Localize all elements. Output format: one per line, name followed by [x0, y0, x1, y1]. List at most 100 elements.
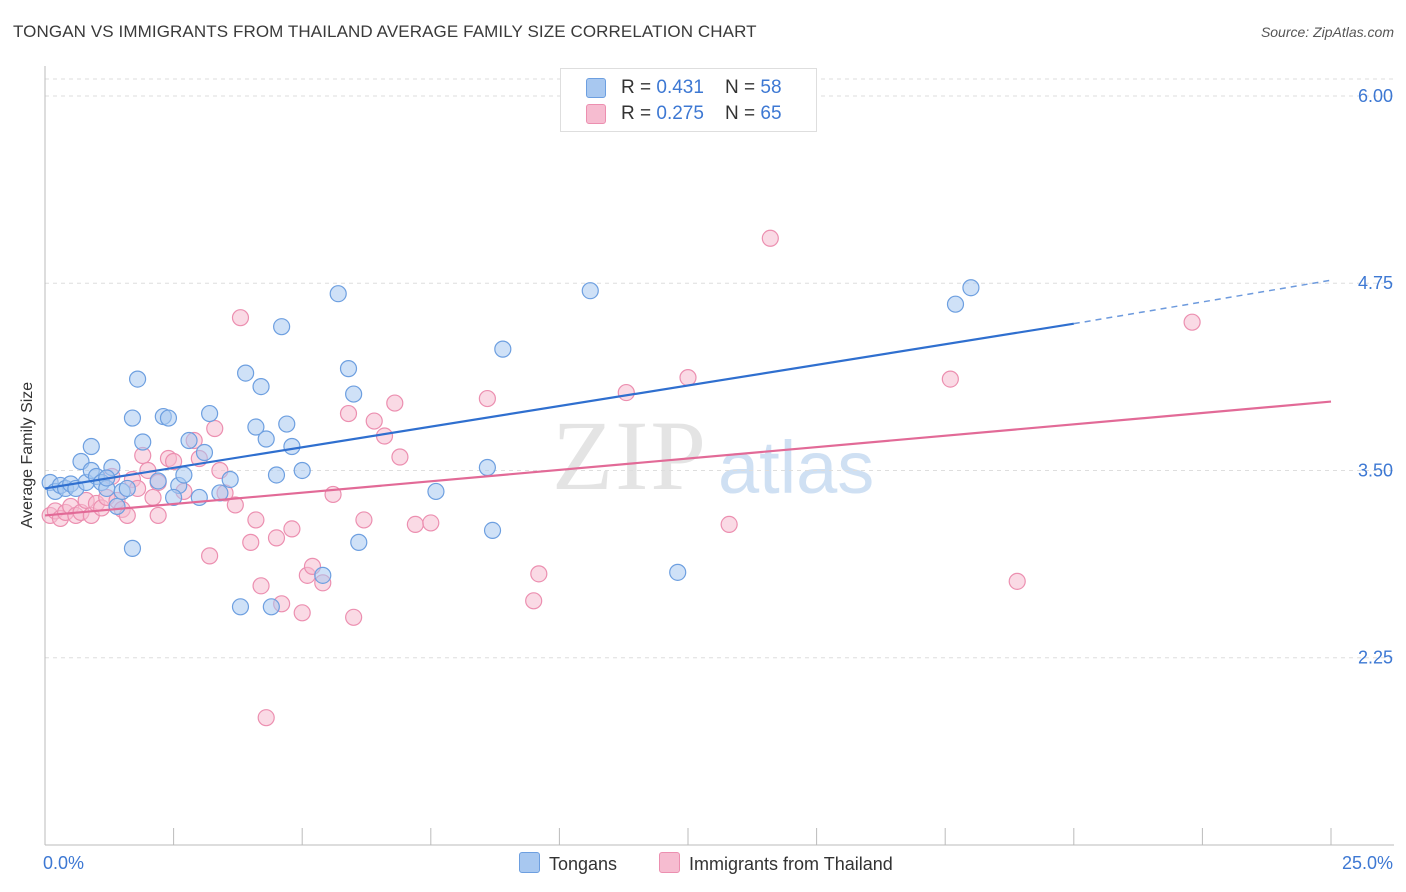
tongans-point — [231, 598, 250, 616]
tongans-trendline — [44, 322, 1074, 490]
y-tick-label: 2.25 — [1358, 648, 1393, 668]
y-tick-label: 3.50 — [1358, 460, 1393, 480]
thailand-trendline — [44, 400, 1332, 517]
tongans-point — [123, 409, 142, 427]
legend-r-label: R = — [621, 77, 657, 98]
tongans-point — [329, 285, 347, 303]
tongans-point — [339, 360, 358, 378]
legend-n-label: N = — [725, 77, 761, 98]
thailand-point — [144, 488, 162, 507]
tongans-point — [581, 282, 599, 300]
thailand-point — [345, 608, 363, 626]
tongans-point — [494, 340, 512, 358]
tongans-point — [159, 409, 178, 427]
x-tick-label: 0.0% — [43, 853, 84, 873]
thailand-point — [1183, 313, 1201, 331]
legend-r-value: 0.431 — [656, 77, 704, 98]
thailand-point — [679, 369, 697, 387]
thailand-point — [391, 448, 409, 466]
thailand-point — [206, 419, 224, 438]
tongans-point — [118, 479, 136, 498]
tongans-point — [345, 385, 363, 403]
legend-swatch-tongans — [586, 78, 606, 98]
legend-n-value: 58 — [760, 77, 782, 98]
tongans-point — [128, 370, 147, 388]
chart-title: TONGAN VS IMMIGRANTS FROM THAILAND AVERA… — [13, 22, 757, 41]
thailand-point — [247, 511, 265, 529]
thailand-point — [478, 389, 496, 408]
legend-r-label: R = — [621, 103, 657, 124]
thailand-point — [283, 520, 301, 538]
tongans-point — [180, 431, 198, 450]
thailand-point — [365, 412, 383, 430]
thailand-point — [530, 565, 548, 583]
thailand-point — [720, 515, 738, 534]
tongans-point — [427, 482, 445, 501]
thailand-point — [231, 309, 250, 327]
thailand-point — [257, 709, 275, 727]
thailand-point — [226, 496, 244, 514]
legend-top: R = 0.431 N = 58 R = 0.275 N = 65 — [560, 68, 817, 132]
thailand-point — [355, 511, 373, 529]
thailand-point — [406, 515, 424, 534]
thailand-point — [293, 604, 311, 622]
legend-r-value: 0.275 — [656, 103, 704, 124]
tongans-point — [247, 418, 265, 436]
thailand-point — [149, 506, 167, 525]
thailand-point — [422, 514, 440, 532]
thailand-point — [252, 577, 270, 595]
x-tick-label: 25.0% — [1342, 853, 1393, 873]
tongans-point — [257, 430, 275, 448]
tongans-point — [946, 295, 965, 313]
legend-n-value: 65 — [760, 103, 782, 124]
tongans-point — [82, 437, 100, 456]
legend-swatch-tongans — [519, 852, 540, 873]
tongans-point — [195, 443, 214, 462]
tongans-point — [283, 437, 301, 456]
tongans-point — [483, 521, 502, 540]
legend-label-thailand: Immigrants from Thailand — [689, 854, 893, 874]
tongans-point — [123, 539, 142, 557]
tongans-point — [237, 364, 255, 382]
thailand-point — [941, 370, 959, 388]
tongans-point — [262, 598, 280, 616]
legend-swatch-thailand — [586, 104, 606, 124]
tongans-point — [165, 488, 183, 507]
tongans-point — [201, 404, 219, 423]
tongans-trendline-projection — [1073, 279, 1332, 325]
thailand-point — [267, 529, 286, 547]
legend-item-thailand: Immigrants from Thailand — [659, 852, 893, 875]
tongans-point — [293, 461, 311, 480]
source-label: Source: ZipAtlas.com — [1260, 24, 1394, 40]
thailand-point — [242, 533, 260, 551]
thailand-point — [201, 547, 219, 565]
tongans-point — [314, 566, 332, 584]
thailand-point — [617, 383, 635, 402]
legend-label-tongans: Tongans — [549, 854, 618, 874]
y-tick-label: 6.00 — [1358, 86, 1393, 106]
tongans-point — [221, 470, 239, 489]
legend-swatch-thailand — [659, 852, 680, 873]
legend-item-tongans: Tongans — [519, 852, 617, 875]
thailand-point — [339, 404, 358, 423]
watermark-atlas: atlas — [718, 426, 875, 509]
watermark-zip: ZIP — [552, 400, 708, 511]
y-tick-label: 4.75 — [1358, 273, 1393, 293]
thailand-point — [386, 394, 404, 412]
tongans-point — [252, 377, 270, 396]
tongans-point — [350, 533, 368, 551]
tongans-point — [134, 433, 152, 451]
tongans-point — [278, 415, 296, 433]
thailand-point — [165, 452, 183, 471]
tongans-point — [273, 318, 291, 336]
thailand-point — [761, 229, 779, 247]
legend-n-label: N = — [725, 103, 761, 124]
thailand-point — [525, 592, 543, 610]
tongans-point — [175, 466, 193, 484]
tongans-point — [962, 279, 980, 297]
tongans-point — [669, 563, 687, 581]
tongans-point — [478, 458, 496, 477]
tongans-point — [267, 466, 286, 484]
tongans-point — [108, 497, 126, 516]
